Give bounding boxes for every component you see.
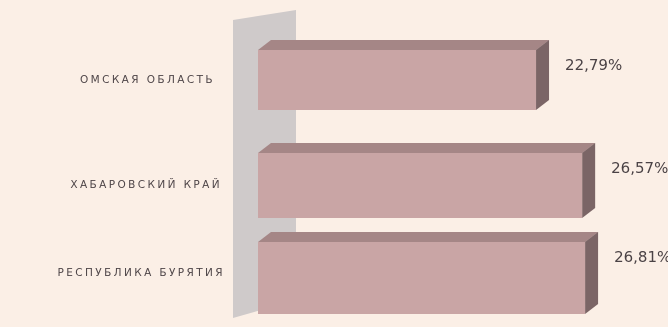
category-label: ХАБАРОВСКИЙ КРАЙ (70, 178, 222, 191)
bar (258, 242, 586, 314)
bars-group (258, 40, 599, 314)
bar (258, 50, 537, 110)
bar-side-face (582, 143, 596, 218)
bar-top-face (258, 40, 550, 50)
bar-side-face (585, 232, 599, 314)
category-label: ОМСКАЯ ОБЛАСТЬ (80, 74, 215, 86)
value-label: 26,81% (614, 248, 668, 266)
bar (258, 153, 583, 218)
bar-top-face (258, 143, 596, 153)
bar-side-face (536, 40, 550, 110)
category-label: РЕСПУБЛИКА БУРЯТИЯ (57, 267, 225, 279)
labels-group: ОМСКАЯ ОБЛАСТЬ 22,79% ХАБАРОВСКИЙ КРАЙ 26,5… (57, 56, 668, 279)
value-label: 26,57% (611, 159, 668, 177)
bar-top-face (258, 232, 599, 242)
value-label: 22,79% (565, 56, 622, 74)
